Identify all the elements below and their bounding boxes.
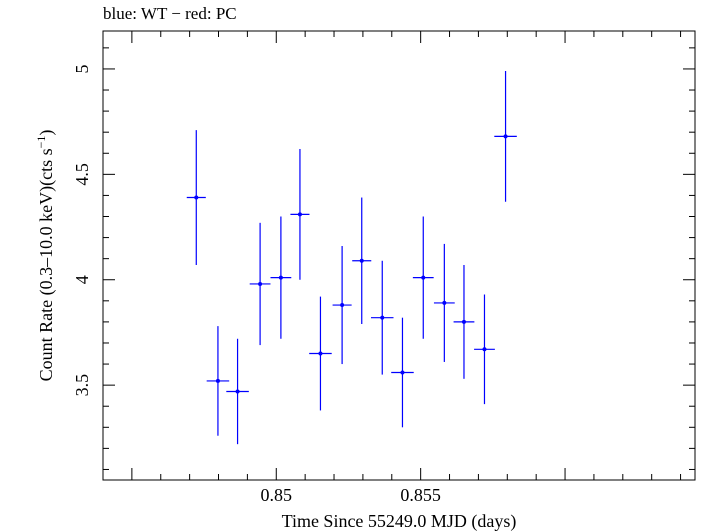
y-tick-label: 4 bbox=[72, 275, 92, 284]
data-point bbox=[412, 216, 434, 339]
point-marker bbox=[421, 275, 426, 280]
point-marker bbox=[380, 315, 385, 320]
y-axis-label-close: ) bbox=[36, 130, 57, 136]
x-tick-label: 0.855 bbox=[400, 485, 441, 505]
data-point bbox=[290, 149, 310, 280]
point-marker bbox=[278, 275, 283, 280]
y-axis-label-sup: −1 bbox=[34, 136, 48, 149]
point-marker bbox=[400, 370, 405, 375]
x-axis-label: Time Since 55249.0 MJD (days) bbox=[282, 511, 517, 532]
y-tick-label: 4.5 bbox=[72, 163, 92, 186]
point-marker bbox=[297, 212, 302, 217]
y-axis-label-main: Count Rate (0.3–10.0 keV)(cts s bbox=[36, 148, 57, 381]
point-marker bbox=[235, 389, 240, 394]
point-marker bbox=[258, 281, 263, 286]
axis-ticks bbox=[102, 31, 695, 480]
data-point bbox=[270, 216, 292, 339]
y-tick-label: 3.5 bbox=[72, 374, 92, 397]
y-tick-label: 5 bbox=[72, 64, 92, 73]
point-marker bbox=[482, 347, 487, 352]
point-marker bbox=[359, 258, 364, 263]
x-tick-label: 0.85 bbox=[261, 485, 293, 505]
point-marker bbox=[461, 319, 466, 324]
data-point bbox=[433, 243, 455, 362]
data-point bbox=[249, 222, 271, 346]
data-point bbox=[226, 338, 249, 445]
y-axis-label: Count Rate (0.3–10.0 keV)(cts s−1) bbox=[34, 130, 57, 382]
chart-title: blue: WT − red: PC bbox=[103, 4, 237, 23]
point-marker bbox=[194, 195, 199, 200]
point-marker bbox=[340, 303, 345, 308]
point-marker bbox=[442, 300, 447, 305]
data-point bbox=[186, 130, 206, 265]
data-points bbox=[186, 71, 517, 445]
point-marker bbox=[318, 351, 323, 356]
data-point bbox=[474, 294, 495, 405]
data-point bbox=[494, 71, 517, 202]
data-point bbox=[453, 264, 475, 379]
data-point bbox=[370, 260, 394, 375]
data-point bbox=[332, 246, 352, 365]
data-point bbox=[206, 326, 230, 436]
axis-tick-labels: 0.85 0.855 3.5 4 4.5 5 bbox=[72, 64, 441, 505]
data-point bbox=[391, 317, 414, 428]
data-point bbox=[352, 197, 372, 325]
point-marker bbox=[215, 378, 220, 383]
data-point bbox=[309, 296, 332, 411]
plot-frame bbox=[102, 30, 696, 481]
point-marker bbox=[503, 134, 508, 139]
